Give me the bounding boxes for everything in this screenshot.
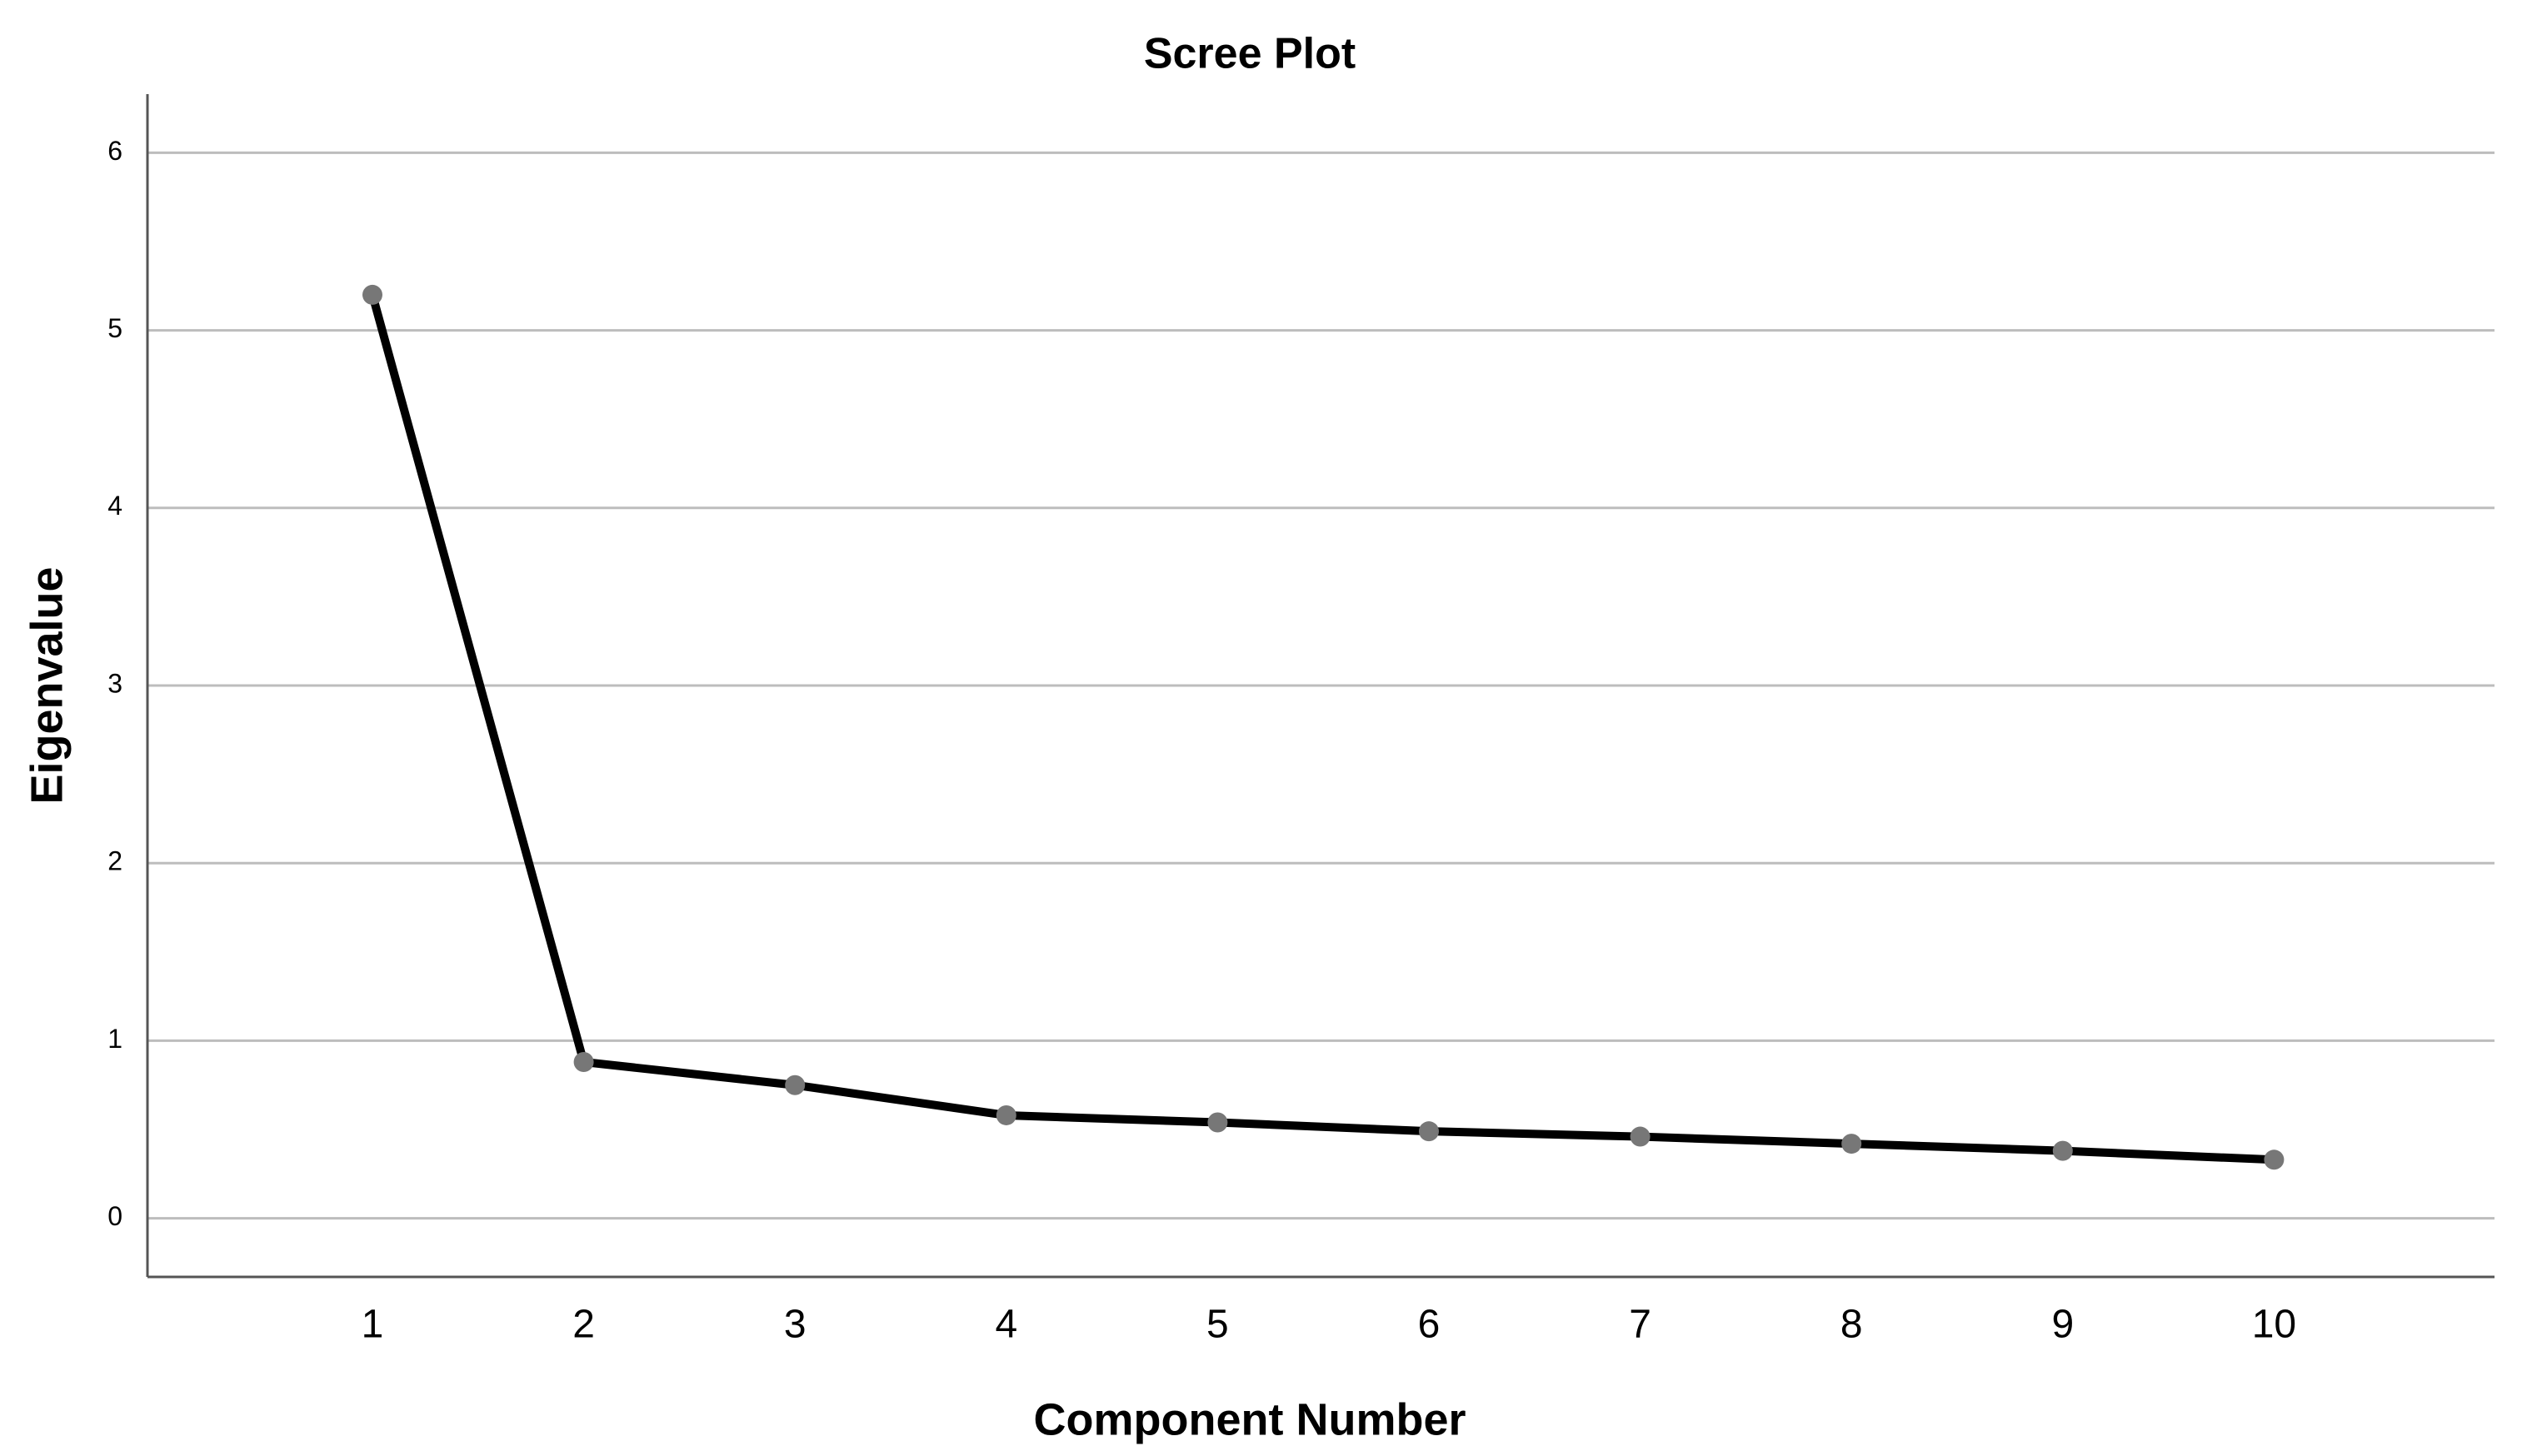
data-line [368,293,2275,1164]
x-tick-label: 8 [1840,1303,1863,1347]
x-tick-label: 4 [995,1303,1017,1347]
x-tick-label: 3 [784,1303,807,1347]
data-point [1207,1112,1228,1133]
y-axis-title: Eigenvalue [22,566,72,804]
data-point [362,284,382,305]
x-axis-title: Component Number [1034,1394,1466,1444]
x-tick-label: 5 [1206,1303,1229,1347]
data-point [785,1075,806,1095]
x-tick-label: 10 [2252,1303,2296,1347]
data-point [1630,1126,1651,1147]
data-point [573,1052,594,1073]
chart-title: Scree Plot [1144,30,1356,78]
data-point [1841,1134,1862,1154]
y-tick-label: 5 [107,313,122,343]
x-tick-label: 6 [1418,1303,1441,1347]
y-tick-label: 3 [107,668,122,698]
y-tick-label: 2 [107,846,122,876]
y-tick-label: 0 [107,1201,122,1231]
x-tick-label: 2 [572,1303,595,1347]
data-point [1419,1121,1439,1142]
data-point [2264,1149,2285,1170]
y-tick-label: 1 [107,1024,122,1054]
y-tick-label: 6 [107,136,122,166]
data-point [2052,1140,2073,1161]
data-point [996,1104,1016,1125]
x-tick-label: 7 [1629,1303,1651,1347]
y-tick-label: 4 [107,491,122,521]
x-tick-label: 1 [362,1303,384,1347]
x-tick-label: 9 [2051,1303,2074,1347]
